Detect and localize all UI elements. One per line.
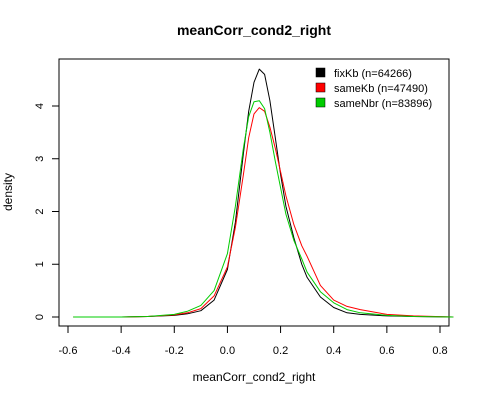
x-tick-label: 0.6 <box>379 345 394 357</box>
y-tick-label: 1 <box>34 261 46 267</box>
x-axis-label: meanCorr_cond2_right <box>193 370 316 384</box>
y-tick-label: 2 <box>34 208 46 214</box>
x-tick-label: -0.6 <box>59 345 78 357</box>
x-axis: -0.6 -0.4 -0.2 0.0 0.2 0.4 0.6 0.8 <box>59 325 448 357</box>
series-line-2 <box>73 100 454 318</box>
series-layer <box>73 68 454 318</box>
y-axis: 0 1 2 3 4 <box>34 103 60 320</box>
y-tick-label: 0 <box>34 314 46 320</box>
x-tick-label: 0.4 <box>326 345 341 357</box>
y-axis-label: density <box>1 173 15 211</box>
series-line-0 <box>73 68 454 318</box>
series-line-1 <box>73 107 454 318</box>
x-tick-label: 0.8 <box>432 345 447 357</box>
x-tick-label: 0.0 <box>220 345 235 357</box>
legend: fixKb (n=64266) sameKb (n=47490) sameNbr (… <box>315 67 432 110</box>
y-tick-label: 4 <box>34 103 46 109</box>
legend-label: fixKb (n=64266) <box>334 68 412 80</box>
x-tick-label: -0.4 <box>112 345 131 357</box>
legend-swatch <box>315 82 326 93</box>
x-tick-label: -0.2 <box>165 345 184 357</box>
legend-label: sameKb (n=47490) <box>334 83 428 95</box>
chart-title: meanCorr_cond2_right <box>177 22 331 38</box>
legend-swatch <box>315 67 326 78</box>
x-tick-label: 0.2 <box>273 345 288 357</box>
y-tick-label: 3 <box>34 156 46 162</box>
legend-swatch <box>315 97 326 108</box>
legend-label: sameNbr (n=83896) <box>334 98 432 110</box>
